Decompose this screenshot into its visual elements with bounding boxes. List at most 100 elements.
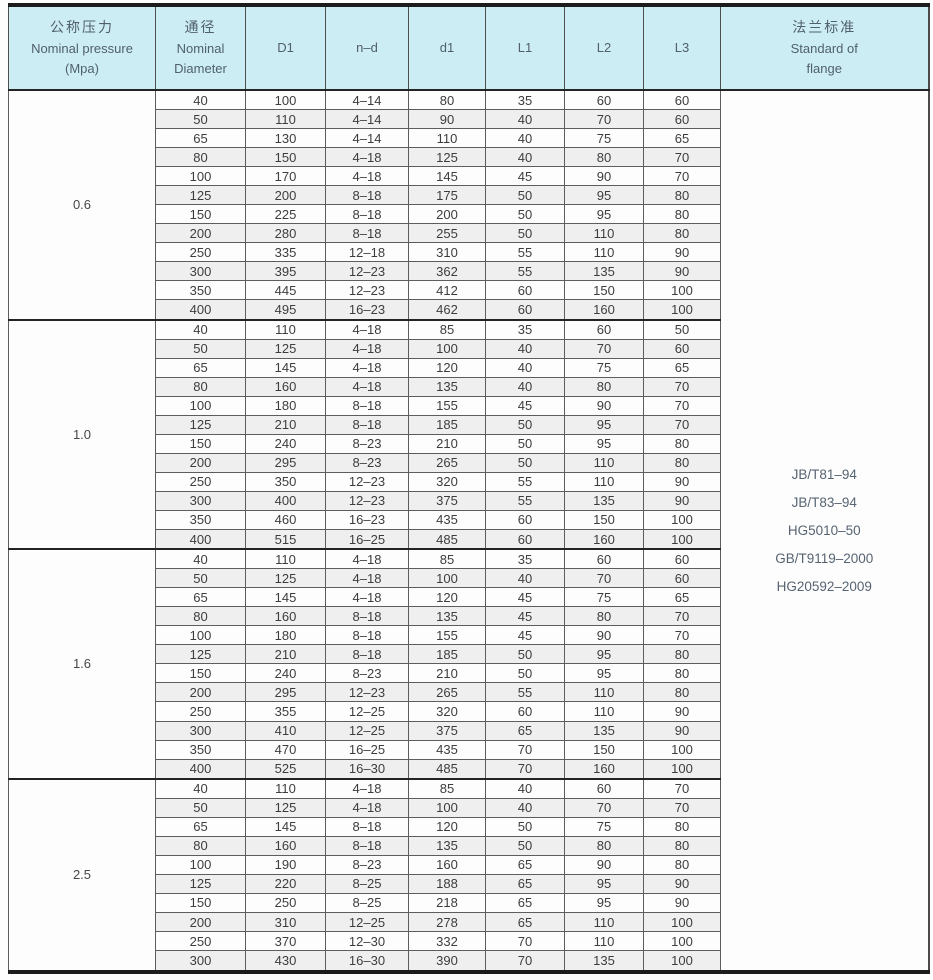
table-cell: 250	[155, 242, 246, 263]
table-cell: 110	[564, 682, 644, 703]
table-cell: 100	[155, 854, 246, 875]
table-cell: 4–18	[325, 376, 409, 397]
table-cell: 370	[245, 931, 326, 952]
table-cell: 90	[643, 242, 721, 263]
table-cell: 80	[155, 147, 246, 168]
table-cell: 35	[485, 89, 565, 111]
table-cell: 65	[485, 911, 565, 933]
table-cell: 90	[643, 261, 721, 282]
table-cell: 8–18	[325, 414, 409, 435]
table-cell: 45	[485, 395, 565, 416]
table-cell: 412	[408, 280, 486, 301]
table-cell: 80	[643, 204, 721, 225]
table-row: 80 160 8–18 135 50 80 80	[9, 835, 929, 856]
table-row: 250 370 12–30 332 70 110 100	[9, 931, 929, 952]
table-cell: 12–25	[325, 701, 409, 722]
table-cell: 80	[643, 682, 721, 703]
table-cell: 145	[245, 587, 326, 608]
table-cell: 335	[245, 242, 326, 263]
table-cell: 95	[564, 663, 644, 684]
table-cell: 8–18	[325, 644, 409, 665]
table-cell: 50	[643, 318, 721, 340]
table-cell: 180	[245, 395, 326, 416]
table-row: 100 190 8–23 160 65 90 80	[9, 854, 929, 875]
table-row: 1.0 40 110 4–18 85 35 60 50	[8, 318, 929, 550]
table-cell: 310	[408, 242, 486, 263]
table-cell: 90	[643, 873, 721, 894]
table-cell: 250	[155, 471, 246, 492]
header-line: 公称压力	[50, 19, 114, 36]
standard-line: JB/T81–94	[791, 466, 857, 482]
table-cell: 50	[485, 433, 565, 454]
table-cell: 100	[643, 950, 721, 973]
table-cell: 50	[155, 338, 246, 359]
table-cell: 190	[245, 854, 326, 875]
table-cell: 50	[155, 568, 246, 589]
table-cell: 95	[564, 644, 644, 665]
table-cell: 445	[245, 280, 326, 301]
table-cell: 4–18	[325, 166, 409, 187]
table-cell: 90	[643, 701, 721, 722]
table-cell: 4–18	[325, 338, 409, 359]
table-cell: 60	[485, 299, 565, 321]
table-cell: 50	[155, 109, 246, 130]
column-header-L3: L3	[643, 4, 721, 91]
table-cell: 8–18	[325, 816, 409, 837]
table-row: 150 225 8–18 200 50 95 80	[9, 204, 929, 225]
table-row: 65 145 8–18 120 50 75 80	[9, 816, 929, 837]
table-cell: 90	[643, 892, 721, 914]
table-cell: 145	[408, 166, 486, 187]
table-cell: 65	[643, 357, 721, 378]
table-cell: 50	[485, 644, 565, 665]
table-cell: 100	[643, 931, 721, 952]
table-cell: 35	[485, 318, 565, 340]
table-cell: 8–18	[325, 204, 409, 225]
table-cell: 100	[408, 568, 486, 589]
table-cell: 320	[408, 471, 486, 492]
table-cell: 80	[643, 644, 721, 665]
table-cell: 80	[643, 663, 721, 684]
table-cell: 55	[485, 682, 565, 703]
table-cell: 210	[245, 414, 326, 435]
table-cell: 188	[408, 873, 486, 894]
table-cell: 125	[245, 338, 326, 359]
table-cell: 45	[485, 625, 565, 646]
table-cell: 85	[408, 548, 486, 570]
table-cell: 40	[155, 318, 246, 340]
table-cell: 40	[485, 797, 565, 818]
table-cell: 135	[564, 490, 644, 511]
table-cell: 8–23	[325, 854, 409, 875]
table-cell: 95	[564, 414, 644, 435]
table-cell: 135	[408, 835, 486, 856]
table-row: 200 310 12–25 278 65 110 100	[9, 911, 929, 933]
table-cell: 95	[564, 873, 644, 894]
table-cell: 60	[485, 529, 565, 550]
table-cell: 100	[408, 338, 486, 359]
table-cell: 180	[245, 625, 326, 646]
table-cell: 210	[408, 663, 486, 684]
table-cell: 265	[408, 452, 486, 473]
table-cell: 150	[155, 663, 246, 684]
table-cell: 55	[485, 242, 565, 263]
table-cell: 160	[564, 299, 644, 321]
table-cell: 200	[155, 452, 246, 473]
table-cell: 280	[245, 223, 326, 244]
table-cell: 135	[564, 720, 644, 741]
table-cell: 70	[485, 931, 565, 952]
table-cell: 4–18	[325, 357, 409, 378]
table-cell: 4–14	[325, 89, 409, 111]
table-cell: 160	[245, 376, 326, 397]
table-cell: 65	[485, 892, 565, 914]
table-cell: 175	[408, 185, 486, 206]
column-header-standard: 法兰标准 Standard of flange	[720, 4, 929, 91]
table-cell: 150	[564, 280, 644, 301]
table-row: 125 210 8–18 185 50 95 80	[9, 644, 929, 665]
table-cell: 65	[485, 720, 565, 741]
table-row: 0.6 40 100 4–14 80 35 60 60 JB/T81–94 JB/T83–94 HG…	[8, 89, 929, 973]
table-cell: 110	[564, 452, 644, 473]
table-cell: 100	[408, 797, 486, 818]
table-cell: 155	[408, 395, 486, 416]
table-cell: 150	[155, 204, 246, 225]
table-cell: 80	[564, 147, 644, 168]
table-cell: 100	[643, 509, 721, 531]
